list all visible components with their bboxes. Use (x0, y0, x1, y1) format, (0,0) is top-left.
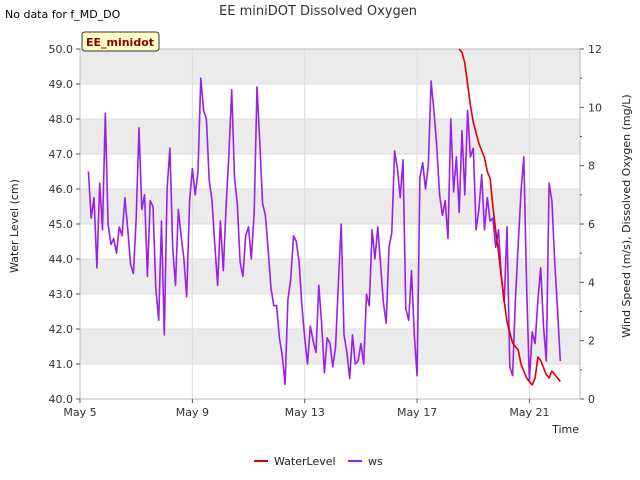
chart-title: EE miniDOT Dissolved Oxygen (219, 4, 417, 19)
plot-background-bands (80, 49, 580, 364)
left-tick-label: 48.0 (49, 113, 74, 126)
right-tick-label: 12 (588, 43, 602, 56)
site-badge: EE_minidot (81, 31, 160, 52)
legend: WaterLevel ws (254, 455, 383, 468)
left-tick-label: 41.0 (49, 358, 74, 371)
right-tick-label: 10 (588, 101, 602, 114)
left-axis-label: Water Level (cm) (8, 179, 21, 273)
background-band (80, 189, 580, 224)
series-line-ws (87, 77, 562, 386)
right-tick-label: 4 (588, 276, 595, 289)
right-axis-ticks: 0 2 4 6 8 10 12 (580, 43, 602, 406)
left-tick-label: 47.0 (49, 148, 74, 161)
right-tick-label: 2 (588, 335, 595, 348)
left-tick-label: 40.0 (49, 393, 74, 406)
left-tick-label: 50.0 (49, 43, 74, 56)
x-axis-label: Time (551, 423, 579, 436)
left-tick-label: 49.0 (49, 78, 74, 91)
left-tick-label: 46.0 (49, 183, 74, 196)
x-tick-label: May 17 (397, 406, 437, 419)
no-data-note: No data for f_MD_DO (5, 8, 121, 21)
legend-label-waterlevel: WaterLevel (274, 455, 336, 468)
right-axis-label: Wind Speed (m/s), Dissolved Oxygen (mg/L… (620, 94, 633, 337)
right-tick-label: 8 (588, 160, 595, 173)
left-tick-label: 45.0 (49, 218, 74, 231)
left-tick-label: 42.0 (49, 323, 74, 336)
legend-label-ws: ws (368, 455, 383, 468)
x-tick-label: May 13 (285, 406, 325, 419)
badge-label: EE_minidot (86, 36, 154, 49)
x-tick-label: May 5 (63, 406, 96, 419)
x-tick-label: May 9 (176, 406, 209, 419)
left-axis-ticks: 40.0 41.0 42.0 43.0 44.0 45.0 46.0 47.0 48.0 49.0… (49, 43, 80, 406)
series-line-waterlevel (458, 48, 561, 386)
background-band (80, 49, 580, 84)
background-band (80, 119, 580, 154)
right-tick-label: 6 (588, 218, 595, 231)
right-tick-label: 0 (588, 393, 595, 406)
x-tick-label: May 21 (509, 406, 549, 419)
x-axis-ticks: May 5 May 9 May 13 May 17 May 21 (63, 399, 550, 419)
left-tick-label: 43.0 (49, 288, 74, 301)
left-tick-label: 44.0 (49, 253, 74, 266)
